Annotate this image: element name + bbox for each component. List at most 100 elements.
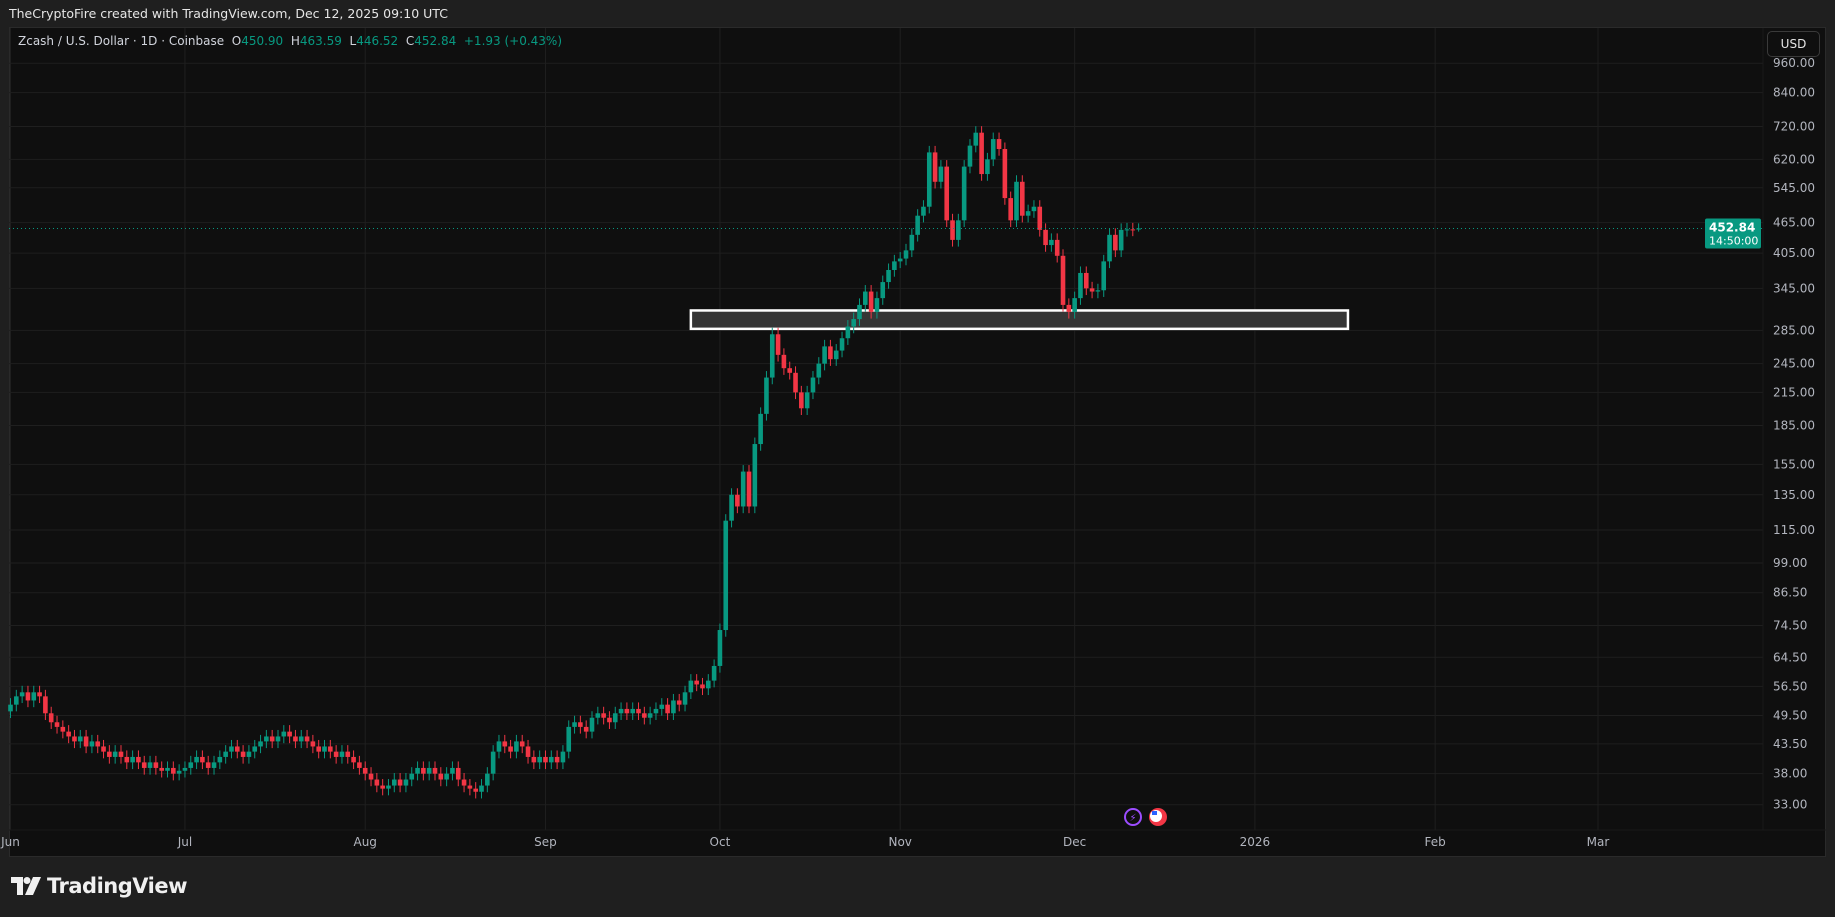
price-tick-label: 86.50 xyxy=(1773,586,1807,600)
candle-down xyxy=(787,361,793,380)
candle-up xyxy=(165,761,170,778)
candle-body xyxy=(19,692,25,697)
candle-body xyxy=(828,346,833,360)
candle-up xyxy=(298,729,304,749)
candle-body xyxy=(1049,239,1054,246)
candle-body xyxy=(711,665,717,681)
candle-body xyxy=(1020,181,1025,216)
candle-body xyxy=(880,282,886,299)
candle-body xyxy=(479,785,484,792)
candle-down xyxy=(601,706,606,725)
candle-up xyxy=(1049,233,1054,252)
candle-body xyxy=(607,717,612,723)
candle-down xyxy=(1113,228,1118,258)
close-value: 452.84 xyxy=(414,34,457,48)
candle-body xyxy=(1089,288,1095,292)
candle-body xyxy=(961,166,967,221)
candle-body xyxy=(804,392,810,409)
candle-up xyxy=(659,698,665,716)
candle-body xyxy=(706,680,711,689)
candle-body xyxy=(583,726,589,732)
candle-up xyxy=(618,702,624,720)
candle-up xyxy=(485,767,490,793)
current-price-label-bg xyxy=(1705,218,1761,249)
candle-body xyxy=(415,767,420,774)
candle-up xyxy=(589,711,595,739)
candle-body xyxy=(287,731,292,737)
chart-pane[interactable] xyxy=(9,27,1826,857)
candle-body xyxy=(595,713,601,718)
symbol-title[interactable]: Zcash / U.S. Dollar · 1D · Coinbase xyxy=(18,34,225,48)
candle-down xyxy=(54,715,60,734)
candle-down xyxy=(159,761,164,778)
candle-up xyxy=(961,160,967,228)
candle-body xyxy=(746,471,752,507)
candle-body xyxy=(671,700,676,714)
candle-body xyxy=(665,704,670,714)
candle-body xyxy=(188,762,194,768)
candle-up xyxy=(89,734,95,754)
candle-up xyxy=(14,689,19,712)
candle-body xyxy=(926,152,932,207)
candle-down xyxy=(979,126,984,181)
candle-body xyxy=(205,762,211,768)
candle-up xyxy=(275,729,281,749)
price-tick-label: 215.00 xyxy=(1773,385,1815,399)
candle-up xyxy=(386,779,391,796)
time-tick-label: Jul xyxy=(177,835,192,849)
candle-up xyxy=(926,145,932,214)
candle-up xyxy=(1107,228,1112,269)
candle-down xyxy=(735,488,740,514)
candle-down xyxy=(107,745,112,764)
candle-body xyxy=(107,751,112,757)
time-tick-label: Mar xyxy=(1587,835,1610,849)
candle-up xyxy=(990,132,996,167)
candle-up xyxy=(1095,283,1101,299)
candles xyxy=(8,126,1141,799)
candle-body xyxy=(223,751,228,757)
candle-down xyxy=(95,734,101,754)
candle-down xyxy=(66,725,71,744)
candle-up xyxy=(252,739,258,759)
candle-down xyxy=(996,132,1002,156)
candle-body xyxy=(822,346,827,364)
candle-body xyxy=(386,785,391,789)
candle-down xyxy=(48,706,54,729)
candle-up xyxy=(194,750,199,770)
candle-body xyxy=(1095,290,1101,292)
candle-body xyxy=(979,132,984,175)
candle-body xyxy=(60,726,66,732)
candle-body xyxy=(1014,181,1019,221)
candle-down xyxy=(171,761,176,781)
candle-up xyxy=(130,750,135,770)
candle-body xyxy=(775,334,781,355)
price-tick-label: 545.00 xyxy=(1773,181,1815,195)
candle-body xyxy=(1136,228,1141,230)
tradingview-logo[interactable]: TradingView xyxy=(11,874,187,898)
candle-down xyxy=(351,750,356,770)
candle-body xyxy=(700,684,705,689)
candle-body xyxy=(682,692,688,705)
candle-body xyxy=(1113,234,1118,251)
candle-down xyxy=(1089,281,1095,299)
candle-body xyxy=(676,700,682,705)
low-value: 446.52 xyxy=(356,34,399,48)
candle-body xyxy=(1066,304,1072,312)
price-tick-label: 135.00 xyxy=(1773,488,1815,502)
price-tick-label: 185.00 xyxy=(1773,418,1815,432)
price-tick-label: 43.50 xyxy=(1773,737,1807,751)
candle-body xyxy=(956,220,961,240)
candle-body xyxy=(519,741,525,747)
candle-body xyxy=(1130,229,1136,231)
candle-body xyxy=(182,767,188,771)
candle-down xyxy=(205,755,211,775)
candle-up xyxy=(415,761,420,781)
candle-down xyxy=(333,745,339,764)
candle-down xyxy=(543,750,548,770)
candle-up xyxy=(217,750,223,770)
candle-down xyxy=(1054,233,1060,263)
currency-button[interactable]: USD xyxy=(1767,31,1820,57)
candle-body xyxy=(473,788,478,792)
time-tick-label: Jun xyxy=(0,835,20,849)
